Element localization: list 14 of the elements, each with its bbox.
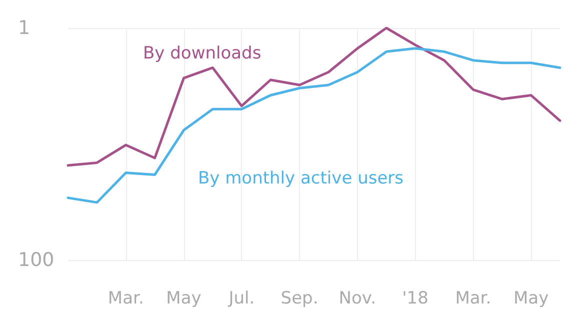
x-tick-label: May xyxy=(166,288,202,308)
series-label: By monthly active users xyxy=(198,168,404,188)
y-tick-label: 100 xyxy=(18,249,54,271)
y-tick-label: 1 xyxy=(18,17,30,39)
x-tick-label: '18 xyxy=(402,288,428,308)
x-tick-label: Jul. xyxy=(228,288,255,308)
line-series xyxy=(66,47,562,204)
x-tick-label: Nov. xyxy=(338,288,376,308)
x-tick-label: Mar. xyxy=(455,288,492,308)
series-label: By downloads xyxy=(143,44,262,64)
x-tick-label: Sep. xyxy=(280,288,318,308)
line-series xyxy=(66,26,562,167)
x-tick-label: Mar. xyxy=(108,288,144,308)
x-tick-label: May xyxy=(513,288,549,308)
